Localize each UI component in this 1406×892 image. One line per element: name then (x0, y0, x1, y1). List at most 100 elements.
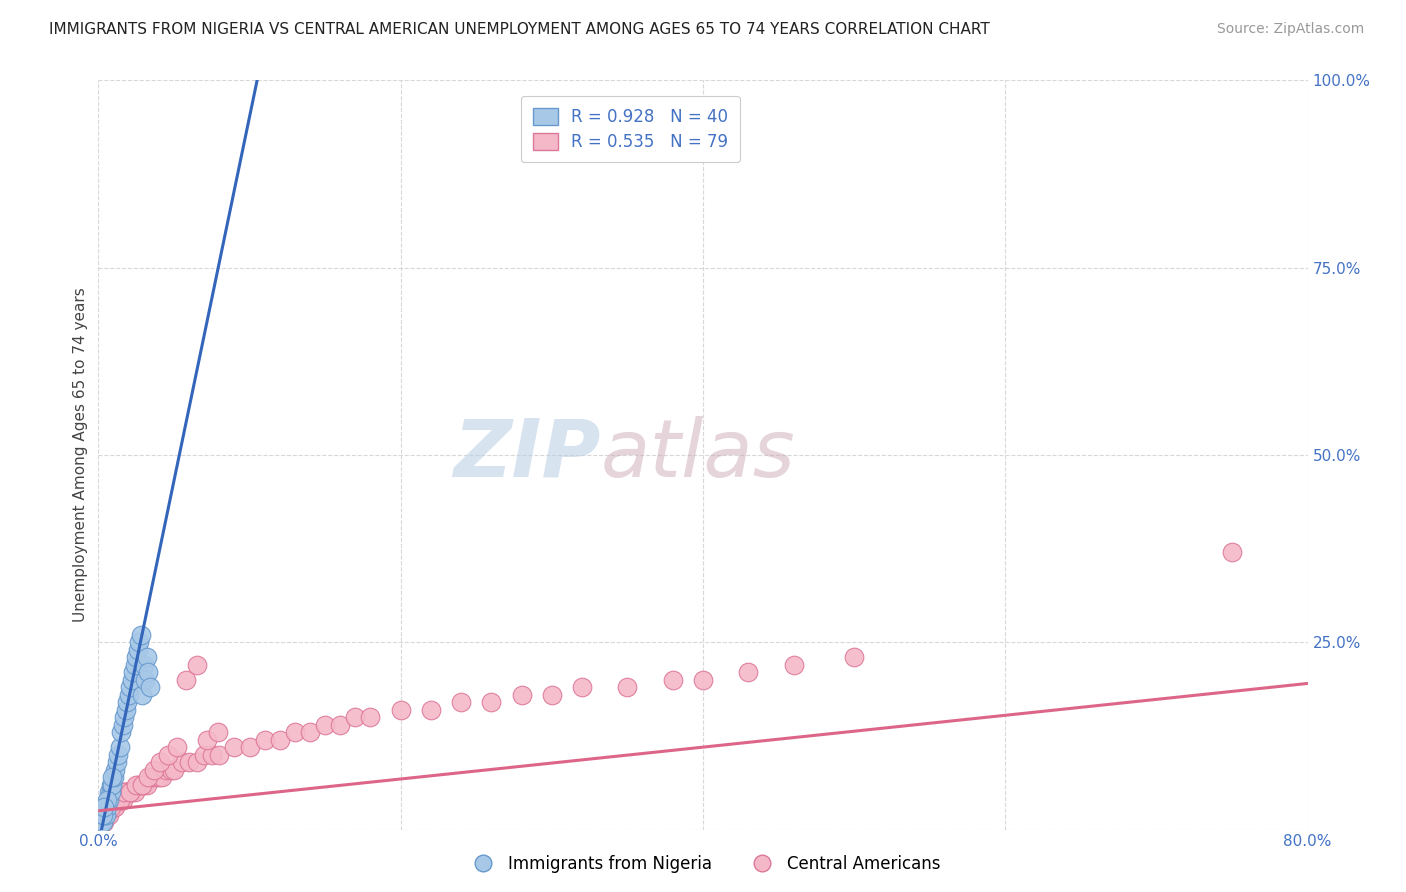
Point (269, 732, 291, 747)
Point (105, 755, 128, 769)
Point (122, 665, 145, 680)
Point (692, 673, 714, 687)
Point (131, 688, 153, 702)
Point (179, 755, 201, 769)
Point (201, 747, 224, 762)
Point (104, 800, 127, 814)
Point (129, 628, 152, 642)
Point (127, 778, 149, 792)
Point (131, 778, 153, 792)
Point (125, 778, 148, 792)
Point (90, 815, 112, 830)
Point (98, 807, 121, 822)
Point (783, 657, 806, 672)
Point (125, 650, 148, 665)
Point (114, 703, 136, 717)
Text: ZIP: ZIP (453, 416, 600, 494)
Text: IMMIGRANTS FROM NIGERIA VS CENTRAL AMERICAN UNEMPLOYMENT AMONG AGES 65 TO 74 YEA: IMMIGRANTS FROM NIGERIA VS CENTRAL AMERI… (49, 22, 990, 37)
Point (156, 747, 179, 762)
Point (118, 688, 141, 702)
Point (127, 642, 149, 657)
Point (107, 747, 129, 762)
Point (299, 725, 322, 739)
Point (661, 673, 683, 687)
Point (148, 770, 170, 784)
Point (481, 695, 503, 709)
Point (91, 815, 114, 830)
Point (124, 785, 146, 799)
Point (132, 778, 155, 792)
Point (1220, 545, 1243, 559)
Point (96, 792, 118, 806)
Point (94, 800, 117, 814)
Point (112, 785, 135, 799)
Point (111, 792, 134, 806)
Point (344, 710, 367, 724)
Point (360, 710, 382, 724)
Point (107, 792, 129, 806)
Point (136, 770, 159, 784)
Point (145, 770, 167, 784)
Point (844, 650, 866, 665)
Point (160, 763, 183, 777)
Point (193, 747, 215, 762)
Legend: R = 0.928   N = 40, R = 0.535   N = 79: R = 0.928 N = 40, R = 0.535 N = 79 (522, 96, 740, 162)
Point (110, 725, 132, 739)
Point (108, 792, 131, 806)
Point (129, 778, 152, 792)
Point (98, 785, 121, 799)
Point (100, 778, 122, 792)
Point (121, 673, 143, 687)
Point (91, 807, 114, 822)
Point (108, 740, 131, 755)
Point (540, 688, 562, 702)
Point (207, 725, 229, 739)
Point (104, 792, 127, 806)
Point (186, 657, 208, 672)
Point (111, 717, 134, 731)
Point (163, 763, 186, 777)
Legend: Immigrants from Nigeria, Central Americans: Immigrants from Nigeria, Central America… (460, 848, 946, 880)
Point (110, 792, 132, 806)
Point (118, 785, 141, 799)
Point (510, 688, 533, 702)
Point (96, 800, 118, 814)
Y-axis label: Unemployment Among Ages 65 to 74 years: Unemployment Among Ages 65 to 74 years (73, 287, 89, 623)
Point (195, 732, 218, 747)
Point (103, 770, 125, 784)
Point (224, 740, 246, 755)
Point (616, 680, 638, 694)
Text: Source: ZipAtlas.com: Source: ZipAtlas.com (1216, 22, 1364, 37)
Point (90, 815, 112, 830)
Point (121, 785, 143, 799)
Point (170, 755, 193, 769)
Point (96, 800, 118, 814)
Point (149, 755, 172, 769)
Point (314, 717, 336, 731)
Point (450, 695, 472, 709)
Point (120, 785, 142, 799)
Point (155, 763, 177, 777)
Point (114, 785, 136, 799)
Text: atlas: atlas (600, 416, 794, 494)
Point (112, 785, 135, 799)
Point (139, 680, 162, 694)
Point (94, 807, 117, 822)
Point (284, 725, 307, 739)
Point (136, 665, 159, 680)
Point (112, 710, 135, 724)
Point (420, 703, 443, 717)
Point (105, 792, 128, 806)
Point (94, 807, 117, 822)
Point (174, 673, 197, 687)
Point (329, 717, 352, 731)
Point (101, 770, 124, 784)
Point (571, 680, 593, 694)
Point (150, 770, 173, 784)
Point (134, 673, 156, 687)
Point (100, 785, 122, 799)
Point (132, 657, 155, 672)
Point (166, 740, 188, 755)
Point (115, 695, 138, 709)
Point (120, 680, 142, 694)
